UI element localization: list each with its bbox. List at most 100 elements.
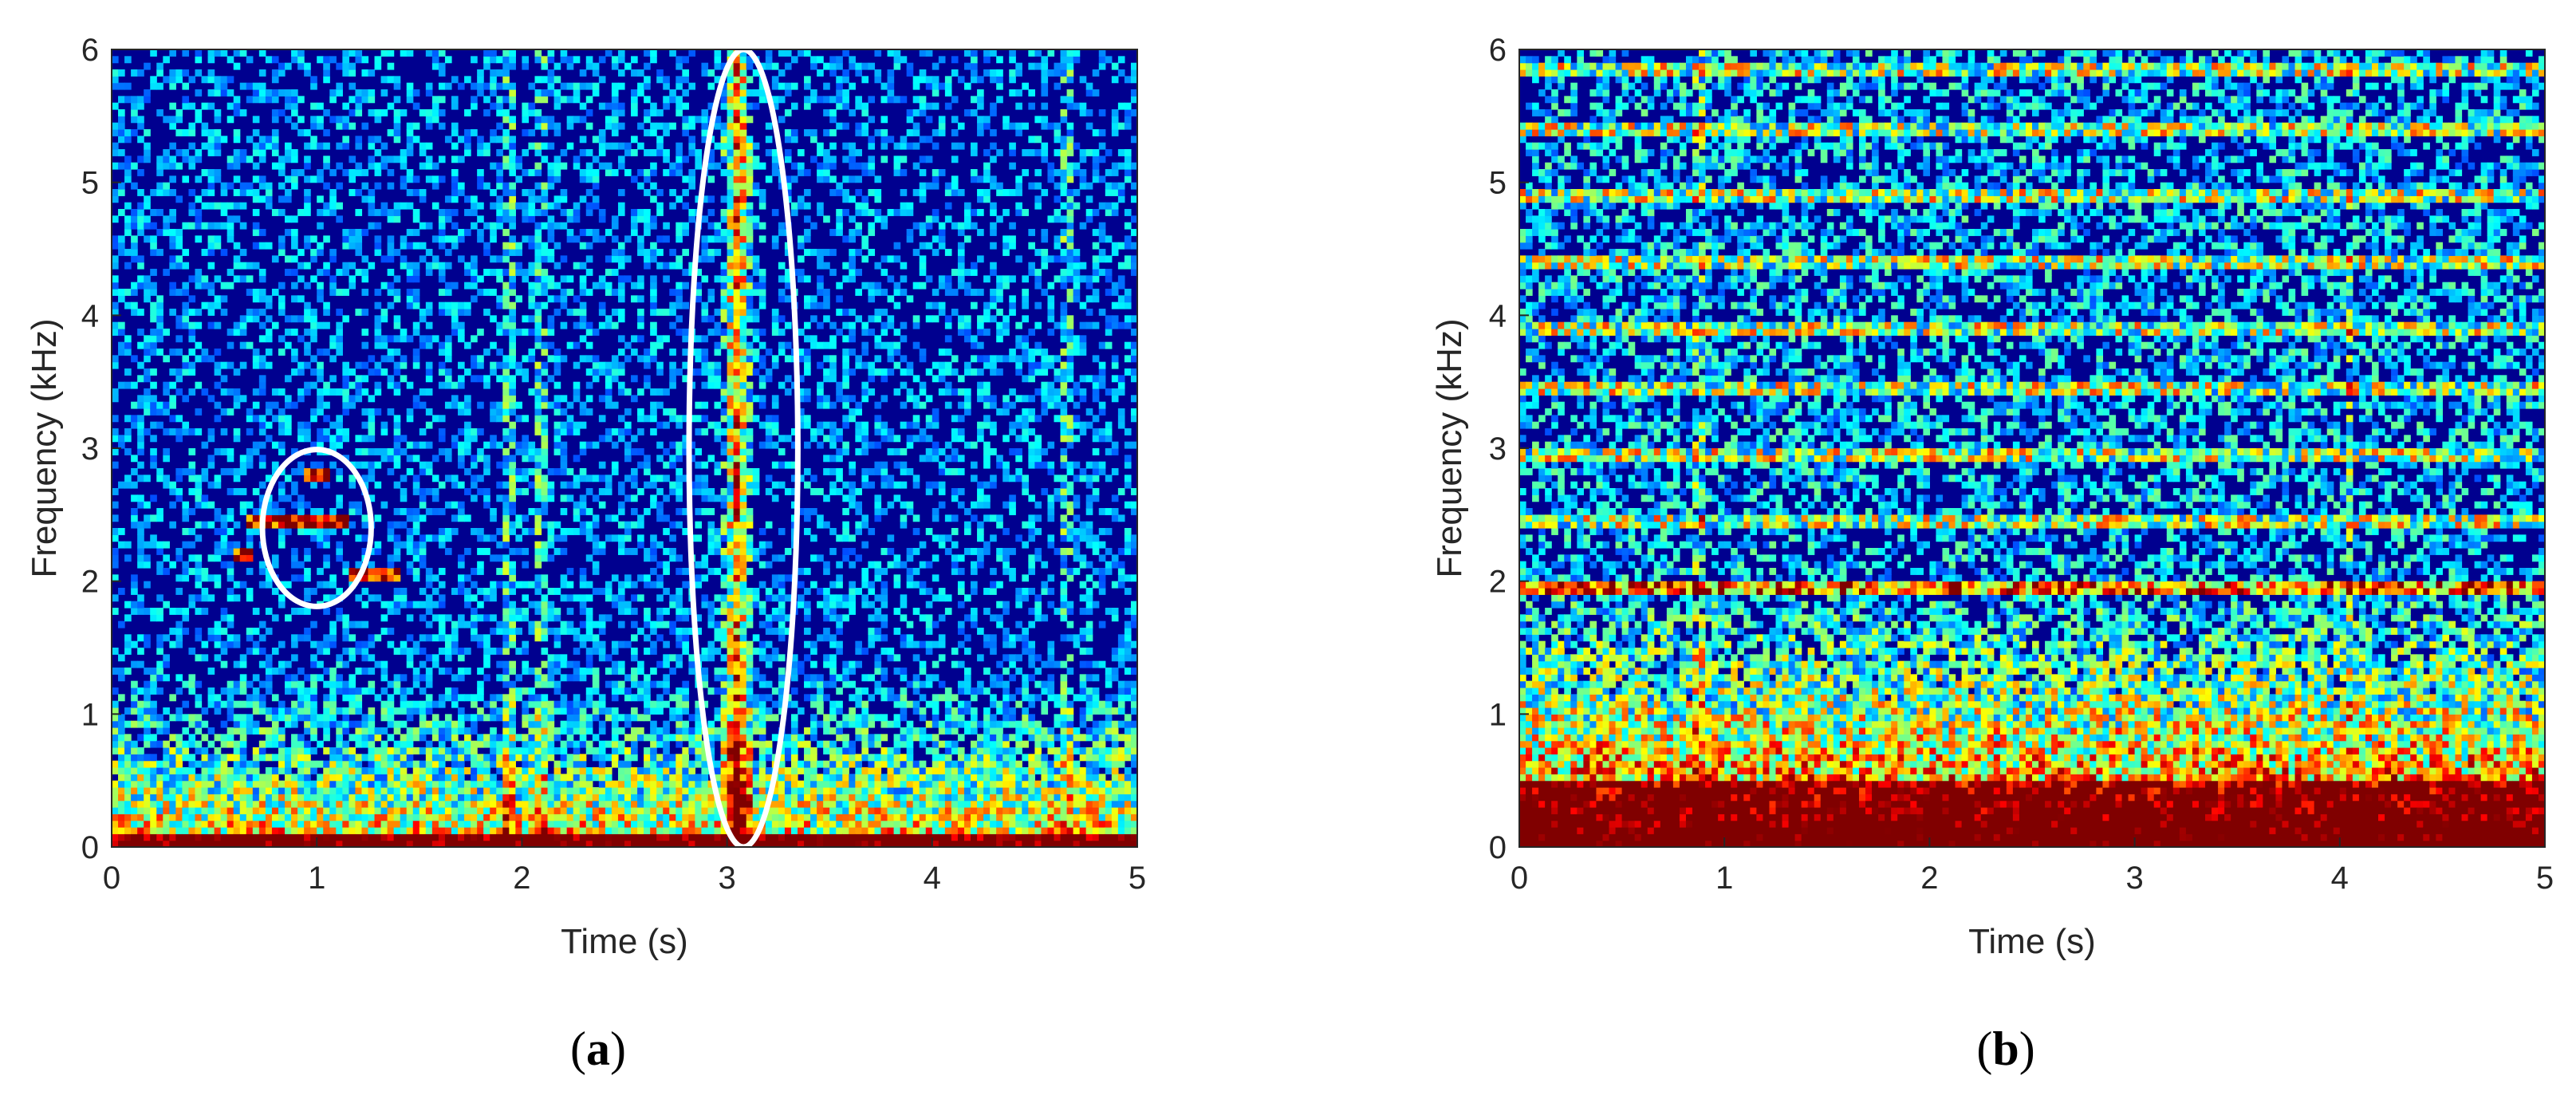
spectrogram-cell bbox=[515, 814, 522, 821]
spectrogram-cell bbox=[617, 49, 625, 57]
spectrogram-cell bbox=[528, 700, 536, 708]
spectrogram-cell bbox=[502, 754, 510, 762]
spectrogram-cell bbox=[528, 601, 536, 609]
spectrogram-cell bbox=[477, 475, 484, 483]
spectrogram-cell bbox=[592, 807, 600, 814]
spectrogram-cell bbox=[412, 833, 420, 841]
spectrogram-cell bbox=[534, 122, 542, 130]
spectrogram-cell bbox=[387, 628, 395, 635]
spectrogram-cell bbox=[374, 62, 382, 70]
spectrogram-cell bbox=[368, 820, 376, 828]
spectrogram-cell bbox=[509, 754, 516, 762]
spectrogram-cell bbox=[112, 275, 119, 283]
spectrogram-cell bbox=[515, 514, 522, 522]
spectrogram-cell bbox=[150, 76, 157, 84]
spectrogram-cell bbox=[547, 668, 555, 675]
spectrogram-cell bbox=[425, 760, 433, 768]
spectrogram-cell bbox=[195, 814, 203, 821]
spectrogram-cell bbox=[419, 428, 427, 435]
spectrogram-cell bbox=[182, 156, 190, 163]
spectrogram-cell bbox=[252, 640, 260, 648]
spectrogram-cell bbox=[534, 814, 542, 821]
spectrogram-cell bbox=[233, 680, 241, 688]
spectrogram-cell bbox=[528, 747, 536, 754]
spectrogram-cell bbox=[214, 581, 222, 589]
spectrogram-cell bbox=[201, 102, 209, 110]
spectrogram-cell bbox=[560, 720, 568, 728]
spectrogram-cell bbox=[477, 136, 484, 144]
spectrogram-cell bbox=[585, 395, 593, 403]
spectrogram-cell bbox=[124, 800, 132, 808]
spectrogram-cell bbox=[419, 514, 427, 522]
spectrogram-cell bbox=[573, 827, 581, 834]
spectrogram-cell bbox=[112, 102, 119, 110]
spectrogram-cell bbox=[458, 229, 465, 236]
spectrogram-cell bbox=[438, 368, 446, 376]
spectrogram-cell bbox=[605, 475, 612, 483]
spectrogram-cell bbox=[252, 774, 260, 782]
spectrogram-cell bbox=[573, 309, 581, 316]
spectrogram-cell bbox=[258, 229, 266, 236]
spectrogram-cell bbox=[425, 269, 433, 276]
spectrogram-cell bbox=[233, 714, 241, 722]
spectrogram-cell bbox=[496, 648, 503, 655]
spectrogram-cell bbox=[246, 774, 254, 782]
spectrogram-cell bbox=[585, 229, 593, 236]
spectrogram-cell bbox=[547, 534, 555, 542]
spectrogram-cell bbox=[118, 807, 125, 814]
spectrogram-cell bbox=[246, 780, 254, 788]
spectrogram-cell bbox=[252, 209, 260, 216]
spectrogram-cell bbox=[471, 295, 478, 303]
spectrogram-cell bbox=[304, 548, 311, 555]
spectrogram-cell bbox=[515, 156, 522, 163]
spectrogram-cell bbox=[297, 561, 305, 569]
spectrogram-cell bbox=[291, 102, 298, 110]
spectrogram-cell bbox=[175, 687, 183, 695]
spectrogram-cell bbox=[547, 794, 555, 802]
spectrogram-cell bbox=[297, 262, 305, 270]
spectrogram-cell bbox=[592, 774, 600, 782]
spectrogram-cell bbox=[124, 554, 132, 562]
spectrogram-cell bbox=[252, 648, 260, 655]
spectrogram-cell bbox=[553, 295, 561, 303]
spectrogram-cell bbox=[617, 820, 625, 828]
spectrogram-cell bbox=[541, 395, 549, 403]
spectrogram-cell bbox=[150, 49, 157, 57]
spectrogram-cell bbox=[496, 122, 503, 130]
spectrogram-cell bbox=[195, 109, 203, 116]
spectrogram-cell bbox=[502, 827, 510, 834]
spectrogram-cell bbox=[496, 541, 503, 549]
spectrogram-cell bbox=[393, 415, 401, 423]
spectrogram-cell bbox=[464, 727, 471, 735]
spectrogram-cell bbox=[451, 827, 459, 834]
spectrogram-cell bbox=[509, 740, 516, 748]
spectrogram-cell bbox=[509, 574, 516, 582]
spectrogram-cell bbox=[252, 175, 260, 183]
spectrogram-cell bbox=[502, 129, 510, 136]
spectrogram-cell bbox=[387, 534, 395, 542]
spectrogram-cell bbox=[163, 601, 170, 609]
spectrogram-cell bbox=[336, 289, 343, 296]
spectrogram-cell bbox=[239, 787, 247, 794]
spectrogram-cell bbox=[611, 56, 619, 64]
spectrogram-cell bbox=[258, 361, 266, 369]
spectrogram-cell bbox=[573, 395, 581, 403]
spectrogram-cell bbox=[431, 255, 439, 263]
spectrogram-cell bbox=[637, 122, 644, 130]
spectrogram-cell bbox=[361, 840, 369, 847]
spectrogram-cell bbox=[195, 561, 203, 569]
spectrogram-cell bbox=[207, 740, 215, 748]
spectrogram-cell bbox=[419, 794, 427, 802]
spectrogram-cell bbox=[252, 827, 260, 834]
spectrogram-cell bbox=[502, 96, 510, 104]
spectrogram-cell bbox=[317, 122, 324, 130]
spectrogram-cell bbox=[323, 541, 330, 549]
spectrogram-cell bbox=[214, 235, 222, 243]
spectrogram-cell bbox=[124, 787, 132, 794]
spectrogram-cell bbox=[412, 760, 420, 768]
spectrogram-cell bbox=[317, 528, 324, 535]
spectrogram-cell bbox=[496, 747, 503, 754]
spectrogram-cell bbox=[444, 375, 452, 383]
spectrogram-cell bbox=[605, 588, 612, 595]
spectrogram-cell bbox=[278, 235, 286, 243]
